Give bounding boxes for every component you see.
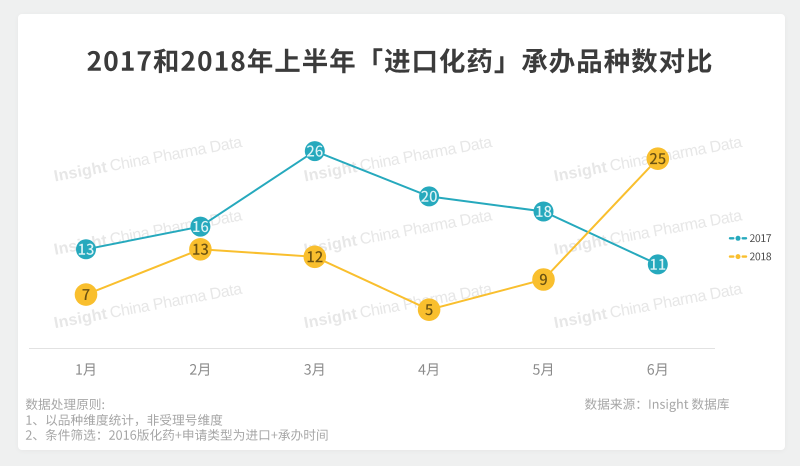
svg-text:InsightChina Pharma Data: InsightChina Pharma Data: [303, 281, 494, 333]
svg-text:InsightChina Pharma Data: InsightChina Pharma Data: [553, 207, 744, 259]
svg-text:InsightChina Pharma Data: InsightChina Pharma Data: [53, 134, 244, 186]
svg-text:InsightChina Pharma Data: InsightChina Pharma Data: [553, 281, 744, 333]
svg-text:InsightChina Pharma Data: InsightChina Pharma Data: [303, 134, 494, 186]
svg-text:InsightChina Pharma Data: InsightChina Pharma Data: [303, 207, 494, 259]
